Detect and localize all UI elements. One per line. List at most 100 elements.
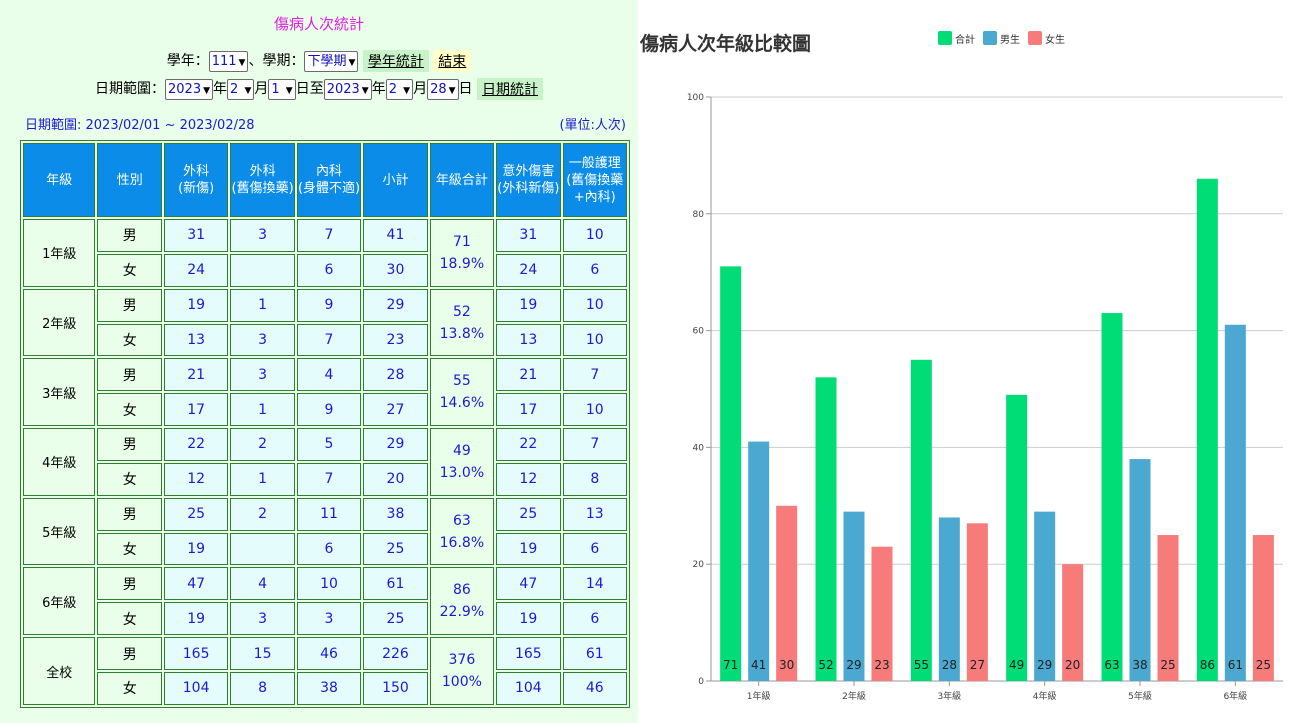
value-cell-accident: 31 <box>496 219 561 252</box>
table-header-row: 年級 性別 外科 (新傷) 外科 (舊傷換藥) 內科 (身體不適) 小計 年級合計 意外傷害 … <box>23 143 627 217</box>
value-cell-surg-new: 22 <box>163 428 229 461</box>
value-cell-internal: 4 <box>296 358 362 392</box>
value-cell-internal: 3 <box>296 602 362 636</box>
data-label: 25 <box>1160 658 1175 672</box>
start-day-select[interactable]: 1 ▼ <box>268 78 296 100</box>
value-cell-surg-old: 8 <box>230 671 295 705</box>
grade-cell: 全校 <box>23 637 96 705</box>
grade-total-value: 376 <box>448 652 476 669</box>
value-cell-surg-old: 15 <box>230 637 295 670</box>
value-cell-accident: 47 <box>496 567 561 601</box>
table-row: 女 12 1 7 20 12 8 <box>23 462 627 496</box>
legend-swatch <box>938 31 952 45</box>
stats-panel: 傷病人次統計 學年： 111 ▼ 、學期： 下學期 ▼ 學年統計 結束 日期範圍： 2023… <box>0 0 638 723</box>
data-label: 20 <box>1065 658 1080 672</box>
table-row: 3年級男 21 3 4 28 55 14.6% 21 7 <box>23 358 627 427</box>
start-month-select[interactable]: 2 ▼ <box>227 78 255 100</box>
table-row: 4年級男 22 2 5 29 49 13.0% 22 7 <box>23 428 627 496</box>
bar-male <box>748 441 770 681</box>
value-cell-accident: 19 <box>496 288 561 322</box>
value-cell-surg-old: 2 <box>230 428 295 461</box>
sex-cell: 女 <box>97 253 162 287</box>
value-cell-subtotal: 25 <box>363 532 428 566</box>
value-cell-subtotal: 226 <box>363 637 428 670</box>
value-cell-internal: 11 <box>296 497 362 531</box>
value-cell-internal: 10 <box>296 567 362 601</box>
chevron-down-icon: ▼ <box>448 85 456 96</box>
year-stat-button[interactable]: 學年統計 <box>362 50 429 72</box>
value-cell-surg-new: 21 <box>163 358 229 392</box>
data-label: 29 <box>1037 658 1052 672</box>
value-cell-internal: 7 <box>296 219 362 252</box>
value-cell-subtotal: 23 <box>363 323 428 357</box>
table-row: 全校男 165 15 46 226 376 100% 165 61 <box>23 637 627 705</box>
grade-total-value: 63 <box>452 512 471 529</box>
value-cell-general: 7 <box>562 428 627 461</box>
grade-total-percent: 16.8% <box>439 534 485 551</box>
value-cell-surg-old: 1 <box>230 462 295 496</box>
grade-cell: 4年級 <box>23 428 96 496</box>
grade-total-cell: 86 22.9% <box>429 567 495 636</box>
chevron-down-icon: ▼ <box>203 85 211 96</box>
value-cell-accident: 17 <box>496 393 561 427</box>
end-year-select[interactable]: 2023 ▼ <box>323 78 372 100</box>
end-button[interactable]: 結束 <box>433 50 472 72</box>
value-cell-general: 13 <box>562 497 627 531</box>
y-tick-label: 100 <box>687 93 704 103</box>
table-row: 5年級男 25 2 11 38 63 16.8% 25 13 <box>23 497 627 566</box>
grade-total-cell: 63 16.8% <box>429 497 495 566</box>
stats-table: 年級 性別 外科 (新傷) 外科 (舊傷換藥) 內科 (身體不適) 小計 年級合計 意外傷害 … <box>20 140 630 708</box>
legend-label: 女生 <box>1045 33 1065 46</box>
data-label: 25 <box>1256 658 1271 672</box>
column-header: 外科 (新傷) <box>163 143 229 217</box>
value-cell-surg-old: 1 <box>230 288 295 322</box>
value-cell-internal: 7 <box>296 462 362 496</box>
y-tick-label: 80 <box>693 210 705 220</box>
table-row: 女 19 3 3 25 19 6 <box>23 602 627 636</box>
y-tick-label: 60 <box>693 327 705 337</box>
sex-cell: 男 <box>97 637 162 670</box>
column-header: 外科 (舊傷換藥) <box>230 143 295 217</box>
date-range-text: 日期範圍: 2023/02/01 ~ 2023/02/28 <box>25 118 255 133</box>
value-cell-general: 6 <box>562 602 627 636</box>
semester-select[interactable]: 下學期 ▼ <box>304 50 359 72</box>
grade-total-value: 55 <box>452 373 471 390</box>
school-year-select[interactable]: 111 ▼ <box>208 50 249 72</box>
value-cell-surg-new: 19 <box>163 532 229 566</box>
x-tick-label: 6年級 <box>1223 690 1247 702</box>
value-cell-surg-old: 3 <box>230 602 295 636</box>
value-cell-general: 6 <box>562 253 627 287</box>
table-row: 1年級男 31 3 7 41 71 18.9% 31 10 <box>23 219 627 287</box>
data-label: 71 <box>723 658 738 672</box>
value-cell-internal: 9 <box>296 393 362 427</box>
end-day-select[interactable]: 28 ▼ <box>427 78 459 100</box>
column-header: 內科 (身體不適) <box>296 143 362 217</box>
grade-total-value: 49 <box>452 442 471 459</box>
value-cell-internal: 46 <box>296 637 362 670</box>
value-cell-surg-old: 2 <box>230 497 295 531</box>
sex-cell: 女 <box>97 532 162 566</box>
value-cell-subtotal: 20 <box>363 462 428 496</box>
chevron-down-icon: ▼ <box>361 85 369 96</box>
value-cell-accident: 104 <box>496 671 561 705</box>
y-tick-label: 0 <box>698 677 704 687</box>
date-stat-button[interactable]: 日期統計 <box>476 78 543 100</box>
value-cell-surg-old: 4 <box>230 567 295 601</box>
value-cell-surg-new: 165 <box>163 637 229 670</box>
value-cell-surg-new: 19 <box>163 288 229 322</box>
end-month-select[interactable]: 2 ▼ <box>385 78 414 100</box>
value-cell-surg-old <box>230 253 295 287</box>
column-header: 性別 <box>97 143 162 217</box>
x-tick-label: 2年級 <box>842 690 866 702</box>
grade-cell: 1年級 <box>23 219 96 287</box>
data-label: 41 <box>751 658 766 672</box>
x-tick-label: 3年級 <box>937 690 961 702</box>
value-cell-internal: 6 <box>296 253 362 287</box>
value-cell-surg-old <box>230 532 295 566</box>
grade-total-cell: 52 13.8% <box>429 288 495 357</box>
bar-male <box>1224 324 1246 681</box>
start-year-select[interactable]: 2023 ▼ <box>165 78 214 100</box>
page-title: 傷病人次統計 <box>273 15 364 33</box>
value-cell-surg-old: 3 <box>230 358 295 392</box>
month-suffix: 月 <box>254 81 269 97</box>
